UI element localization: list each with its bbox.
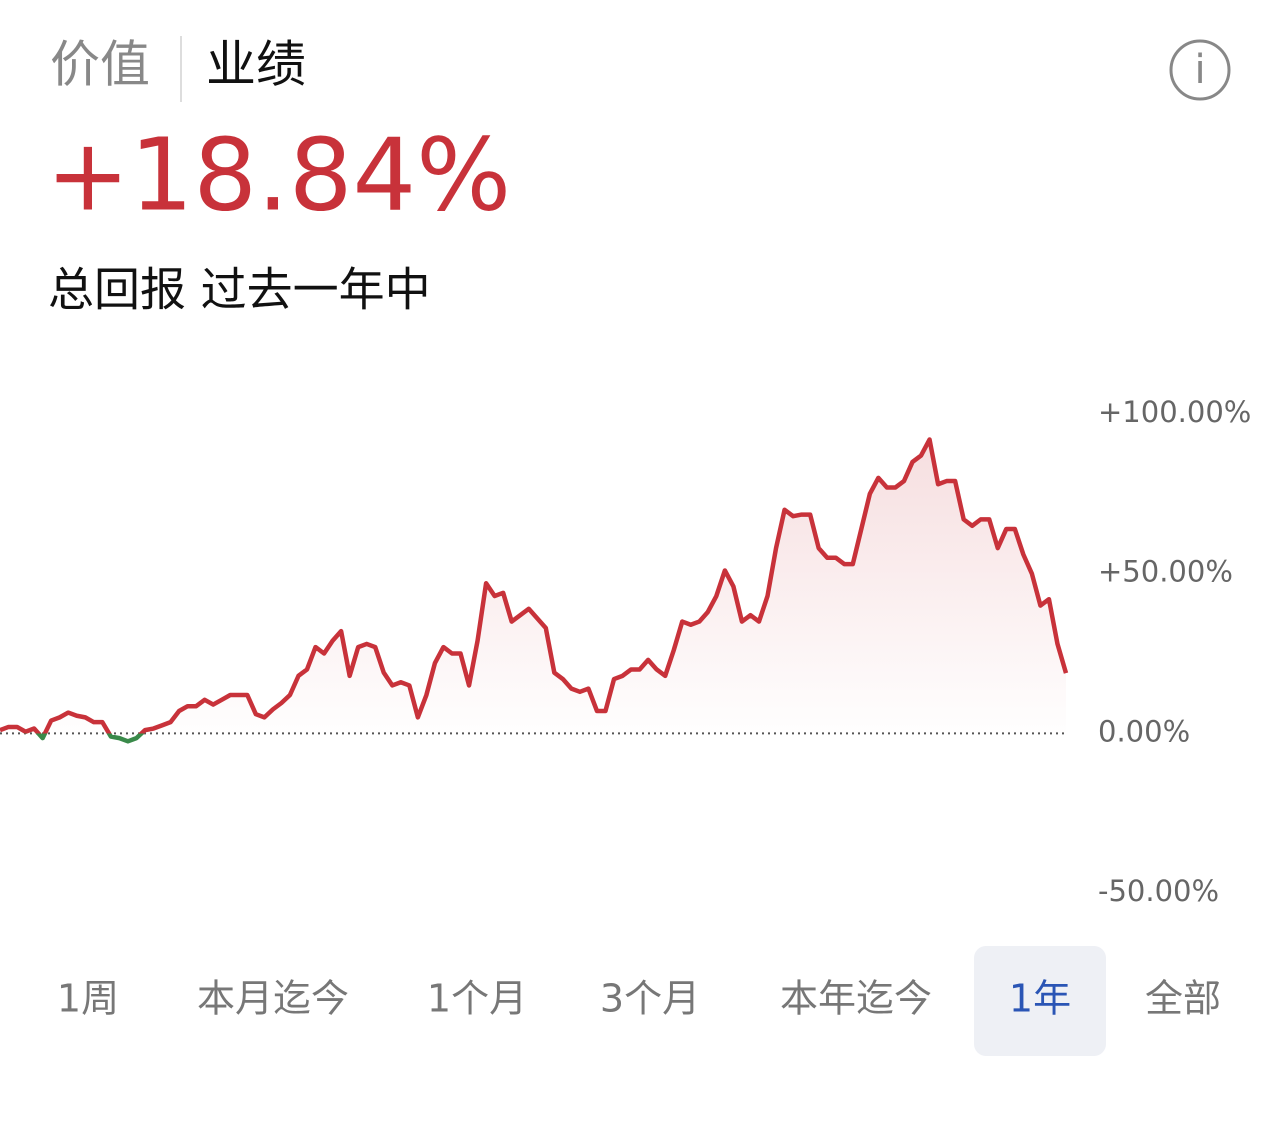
info-button[interactable]: i bbox=[1169, 39, 1231, 101]
y-tick-label: 0.00% bbox=[1098, 714, 1190, 748]
range-button[interactable]: 本月迄今 bbox=[197, 977, 349, 1021]
range-selector: 1周 本月迄今 1个月 3个月 本年迄今 1年 全部 bbox=[57, 946, 1221, 1056]
tab[interactable]: 价值 bbox=[50, 36, 150, 94]
range-button[interactable]: 本年迄今 bbox=[780, 977, 932, 1021]
chart: +100.00% +50.00% 0.00% -50.00% bbox=[0, 395, 1251, 908]
range-button[interactable]: 1个月 bbox=[427, 977, 527, 1021]
info-circle bbox=[1169, 39, 1231, 101]
range-button[interactable]: 3个月 bbox=[600, 977, 700, 1021]
info-icon: i bbox=[1194, 47, 1205, 93]
y-tick-label: +100.00% bbox=[1098, 395, 1251, 429]
tab[interactable]: 业绩 bbox=[206, 36, 306, 94]
line-area bbox=[0, 439, 1066, 742]
y-tick-label: -50.00% bbox=[1098, 874, 1219, 908]
range-selected-bg bbox=[974, 946, 1106, 1056]
y-tick-label: +50.00% bbox=[1098, 555, 1233, 589]
range-button[interactable]: 全部 bbox=[1145, 977, 1221, 1021]
headline-value: +18.84% bbox=[46, 116, 511, 233]
line bbox=[0, 437, 1069, 744]
range-button[interactable]: 1年 bbox=[1009, 977, 1071, 1021]
range-button[interactable]: 1周 bbox=[57, 977, 119, 1021]
headline-subtitle: 总回报 过去一年中 bbox=[48, 263, 431, 317]
